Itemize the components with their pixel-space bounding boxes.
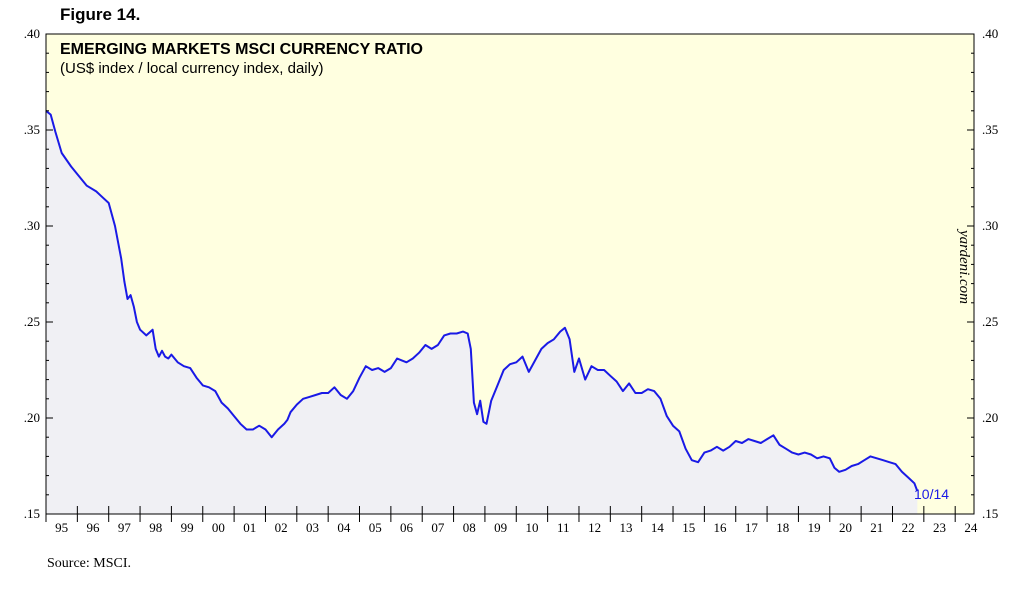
y-tick-label-right: .40 (982, 26, 998, 41)
x-tick-label: 18 (776, 520, 789, 535)
y-tick-label-right: .35 (982, 122, 998, 137)
y-tick-label-left: .15 (24, 506, 40, 521)
x-tick-label: 03 (306, 520, 319, 535)
x-tick-label: 02 (275, 520, 288, 535)
x-tick-label: 00 (212, 520, 225, 535)
x-tick-label: 22 (902, 520, 915, 535)
y-tick-label-left: .25 (24, 314, 40, 329)
y-tick-label-left: .40 (24, 26, 40, 41)
last-value-label: 10/14 (914, 486, 949, 502)
x-tick-label: 13 (620, 520, 633, 535)
y-tick-label-left: .20 (24, 410, 40, 425)
x-tick-label: 95 (55, 520, 68, 535)
x-tick-label: 23 (933, 520, 946, 535)
x-tick-label: 99 (181, 520, 194, 535)
plot-frame (45, 33, 975, 515)
x-tick-label: 96 (87, 520, 101, 535)
x-tick-label: 21 (870, 520, 883, 535)
series-area (46, 110, 918, 515)
y-tick-label-right: .25 (982, 314, 998, 329)
x-tick-label: 11 (557, 520, 570, 535)
x-tick-label: 08 (463, 520, 476, 535)
chart-subtitle: (US$ index / local currency index, daily… (60, 60, 323, 77)
x-tick-label: 15 (682, 520, 695, 535)
source-note: Source: MSCI. (47, 556, 131, 571)
x-tick-label: 10 (525, 520, 538, 535)
y-tick-label-right: .20 (982, 410, 998, 425)
chart-title: EMERGING MARKETS MSCI CURRENCY RATIO (60, 41, 423, 58)
x-tick-label: 20 (839, 520, 852, 535)
x-tick-label: 12 (588, 520, 601, 535)
series-line (45, 110, 919, 492)
x-tick-label: 01 (243, 520, 256, 535)
x-tick-label: 19 (808, 520, 821, 535)
x-tick-label: 06 (400, 520, 414, 535)
x-tick-label: 24 (964, 520, 978, 535)
y-tick-label-left: .35 (24, 122, 40, 137)
x-tick-label: 09 (494, 520, 507, 535)
x-tick-label: 16 (714, 520, 728, 535)
x-tick-label: 97 (118, 520, 132, 535)
x-tick-label: 17 (745, 520, 759, 535)
x-tick-label: 14 (651, 520, 665, 535)
x-tick-label: 98 (149, 520, 162, 535)
figure-label: Figure 14. (60, 5, 141, 24)
watermark: yardeni.com (956, 228, 972, 304)
x-tick-label: 05 (369, 520, 382, 535)
x-tick-label: 07 (431, 520, 445, 535)
y-tick-label-right: .15 (982, 506, 998, 521)
y-tick-label-right: .30 (982, 218, 998, 233)
x-tick-label: 04 (337, 520, 351, 535)
y-tick-label-left: .30 (24, 218, 40, 233)
